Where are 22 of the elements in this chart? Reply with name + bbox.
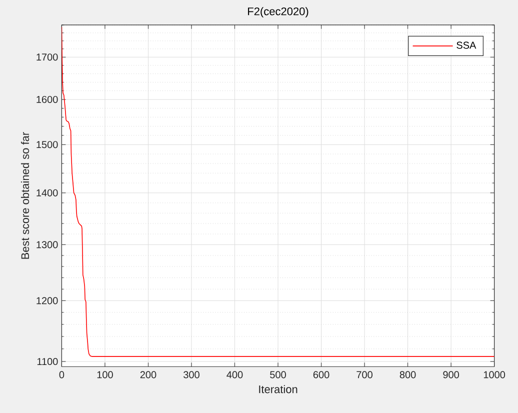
y-tick-label: 1700 bbox=[36, 54, 58, 61]
y-axis-title: Best score obtained so far bbox=[20, 132, 30, 259]
x-tick-label: 600 bbox=[313, 371, 330, 378]
x-tick-label: 300 bbox=[184, 371, 200, 378]
y-tick-label: 1400 bbox=[36, 189, 58, 196]
x-tick-label: 0 bbox=[59, 371, 64, 378]
x-tick-label: 200 bbox=[140, 371, 156, 378]
y-tick-label: 1200 bbox=[36, 297, 58, 304]
x-tick-label: 100 bbox=[97, 371, 113, 378]
x-tick-label: 800 bbox=[400, 371, 416, 378]
chart-title: F2(cec2020) bbox=[248, 7, 308, 18]
y-tick-label: 1600 bbox=[36, 96, 58, 104]
x-tick-label: 700 bbox=[356, 371, 372, 378]
x-tick-label: 1000 bbox=[484, 371, 506, 378]
y-tick-label: 1100 bbox=[37, 358, 58, 366]
y-tick-label: 1300 bbox=[36, 241, 58, 248]
y-tick-label: 1500 bbox=[36, 141, 58, 148]
legend-label: SSA bbox=[456, 42, 476, 49]
x-tick-label: 400 bbox=[226, 371, 243, 378]
x-axis-title: Iteration bbox=[259, 385, 298, 394]
x-tick-label: 900 bbox=[443, 371, 459, 378]
x-tick-label: 500 bbox=[270, 371, 286, 378]
